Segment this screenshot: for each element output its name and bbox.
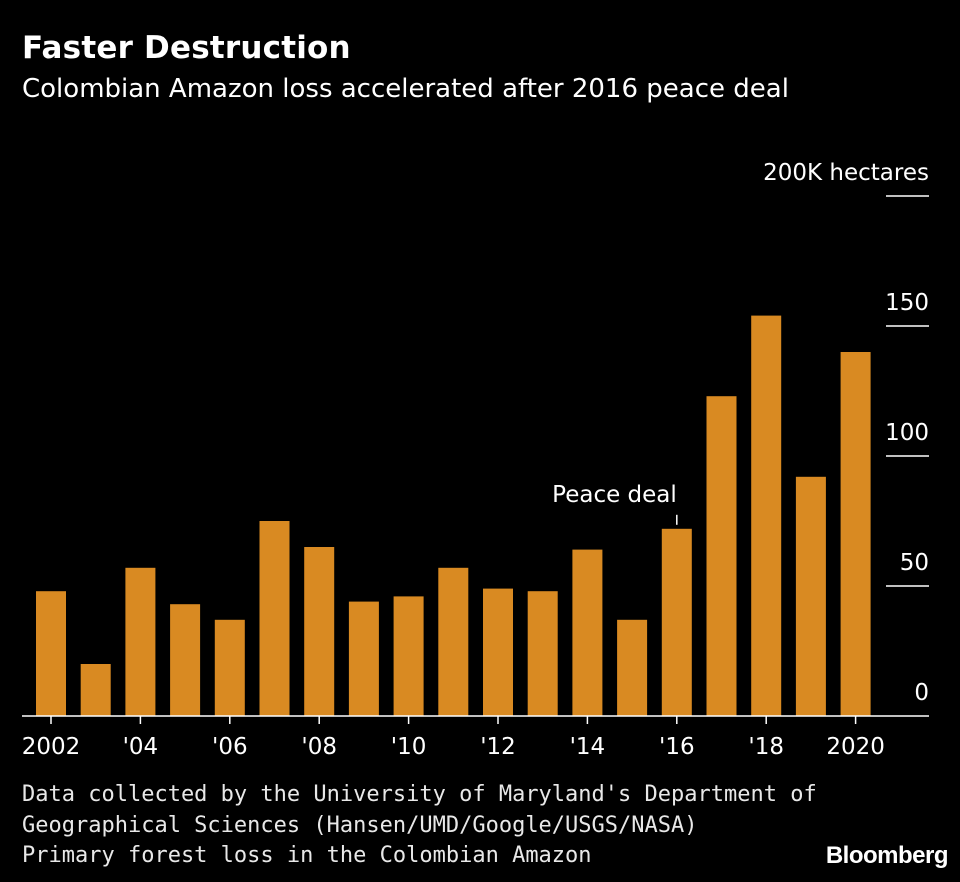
x-tick-label: 2002 bbox=[22, 734, 81, 760]
source-note-line-2: Geographical Sciences (Hansen/UMD/Google… bbox=[22, 813, 698, 838]
y-tick-label: 100 bbox=[885, 420, 929, 446]
bar-2010 bbox=[393, 596, 424, 716]
source-note-line-1: Data collected by the University of Mary… bbox=[22, 782, 817, 807]
bar-2014 bbox=[572, 549, 603, 716]
x-tick-label: '14 bbox=[570, 734, 606, 760]
chart-title: Faster Destruction bbox=[22, 30, 351, 66]
bar-2016 bbox=[661, 528, 692, 716]
bar-2013 bbox=[527, 591, 558, 716]
x-tick-label: '06 bbox=[212, 734, 248, 760]
x-tick-label: '12 bbox=[480, 734, 516, 760]
bar-2002 bbox=[36, 591, 66, 716]
y-tick-label: 150 bbox=[885, 290, 929, 316]
x-tick-label: '08 bbox=[301, 734, 337, 760]
chart-note: Primary forest loss in the Colombian Ama… bbox=[22, 843, 592, 868]
bar-2007 bbox=[259, 521, 290, 716]
bar-2003 bbox=[80, 664, 111, 716]
x-tick-label: 2020 bbox=[826, 734, 885, 760]
bar-2008 bbox=[304, 547, 335, 716]
bar-chart: 0 50 100 150 200K hectares 2002 '04 '06 '08 '10 '1… bbox=[22, 160, 929, 760]
bar-2017 bbox=[706, 396, 737, 716]
x-tick-label: '16 bbox=[659, 734, 695, 760]
bar-2005 bbox=[170, 604, 201, 716]
bar-2009 bbox=[348, 601, 379, 716]
bar-2004 bbox=[125, 567, 156, 716]
bar-2011 bbox=[438, 567, 469, 716]
bloomberg-logo: Bloomberg bbox=[825, 842, 949, 869]
bar-2012 bbox=[483, 588, 513, 716]
bar-2018 bbox=[751, 315, 782, 716]
bar-2006 bbox=[214, 619, 245, 716]
bar-2019 bbox=[795, 476, 826, 716]
x-tick-label: '18 bbox=[748, 734, 784, 760]
y-tick-label: 0 bbox=[914, 680, 929, 706]
x-tick-label: '10 bbox=[391, 734, 427, 760]
bar-2020 bbox=[840, 352, 871, 716]
chart-subtitle: Colombian Amazon loss accelerated after … bbox=[22, 74, 789, 104]
y-tick-label: 200K hectares bbox=[763, 160, 929, 186]
annotation-label: Peace deal bbox=[552, 482, 677, 508]
bar-2015 bbox=[617, 619, 648, 716]
y-tick-label: 50 bbox=[900, 550, 929, 576]
x-tick-label: '04 bbox=[123, 734, 159, 760]
